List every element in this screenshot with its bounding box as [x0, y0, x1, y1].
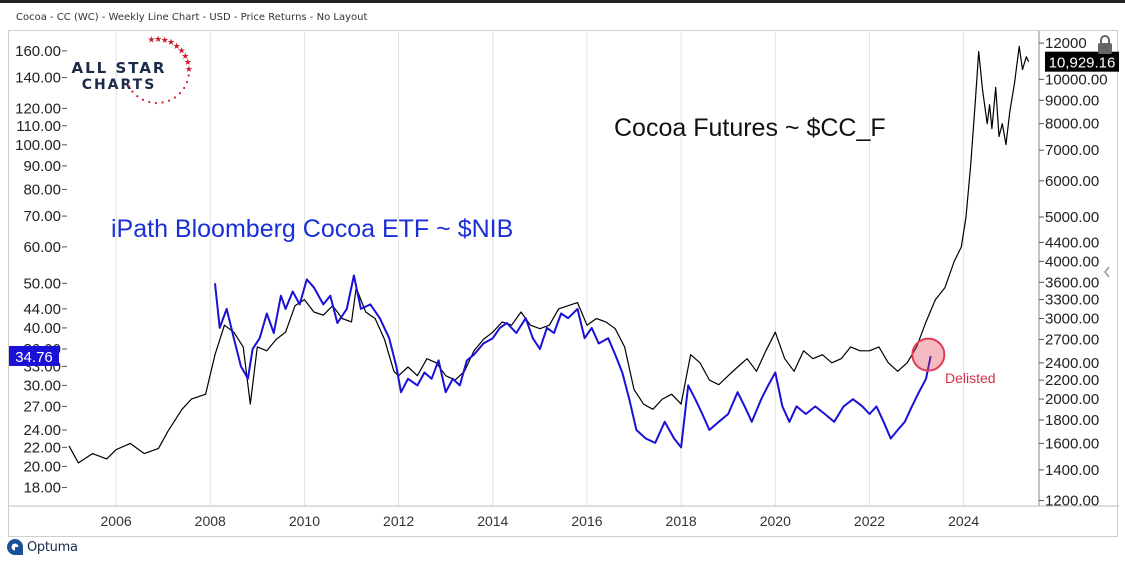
- window-header: Cocoa - CC (WC) - Weekly Line Chart - US…: [0, 0, 1125, 30]
- logo-star: [154, 101, 157, 105]
- x-tick-label: 2010: [289, 513, 320, 529]
- nib-etf-label: iPath Bloomberg Cocoa ETF ~ $NIB: [111, 215, 513, 243]
- right-tick-label: 2000.00: [1045, 391, 1099, 408]
- logo-star: [185, 80, 189, 84]
- right-tick-label: 9000.00: [1045, 92, 1099, 109]
- last-value-badge-left: [9, 345, 59, 366]
- right-tick-label: 10000.00: [1045, 71, 1108, 88]
- left-tick-label: 20.00: [23, 458, 61, 475]
- right-tick-label: 12000: [1045, 35, 1087, 52]
- right-tick-label: 5000.00: [1045, 209, 1099, 226]
- right-tick-label: 2400.00: [1045, 355, 1099, 372]
- x-tick-label: 2020: [760, 513, 791, 529]
- logo-star: [173, 96, 176, 99]
- left-tick-label: 50.00: [23, 275, 61, 292]
- left-tick-label: 60.00: [23, 239, 61, 256]
- x-tick-label: 2008: [195, 513, 226, 529]
- x-tick-label: 2016: [571, 513, 602, 529]
- last-value-badge-right: [1045, 51, 1119, 72]
- last-value-right-text: 10,929.16: [1049, 55, 1116, 72]
- all-star-charts-logo: ALL STAR CHARTS ★★★★★★★★★: [72, 34, 193, 105]
- left-tick-label: 140.00: [15, 70, 61, 87]
- right-tick-label: 1400.00: [1045, 462, 1099, 479]
- logo-star: ★: [154, 34, 162, 44]
- left-tick-label: 90.00: [23, 158, 61, 175]
- x-tick-label: 2006: [101, 513, 132, 529]
- left-axis: 18.0020.0022.0024.0027.0030.0033.0036.00…: [9, 43, 67, 496]
- logo-star: ★: [184, 57, 192, 67]
- logo-star: ★: [167, 37, 175, 47]
- logo-text-line2: CHARTS: [82, 77, 157, 93]
- star-ring-icon: ★★★★★★★★★: [127, 34, 193, 105]
- delisted-highlight-circle: [911, 337, 946, 372]
- footer: Optuma: [6, 536, 78, 558]
- left-tick-label: 100.00: [15, 137, 61, 154]
- annotations: Cocoa Futures ~ $CC_F iPath Bloomberg Coc…: [111, 114, 996, 386]
- cc-futures-label: Cocoa Futures ~ $CC_F: [614, 114, 886, 142]
- delisted-label: Delisted: [945, 370, 996, 386]
- left-tick-label: 40.00: [23, 320, 61, 337]
- x-grid: [115, 31, 965, 506]
- logo-star: [127, 84, 130, 88]
- right-tick-label: 7000.00: [1045, 142, 1099, 159]
- logo-star: [148, 100, 151, 104]
- logo-star: [141, 98, 145, 101]
- right-tick-label: 6000.00: [1045, 173, 1099, 190]
- logo-star: ★: [147, 34, 155, 44]
- right-tick-label: 1600.00: [1045, 435, 1099, 452]
- left-tick-label: 44.00: [23, 301, 61, 318]
- right-tick-label: 1200.00: [1045, 493, 1099, 510]
- logo-star: ★: [161, 35, 169, 45]
- right-tick-label: 4400.00: [1045, 234, 1099, 251]
- logo-star: ★: [173, 41, 181, 51]
- logo-star: [167, 99, 171, 102]
- x-tick-label: 2024: [948, 513, 979, 529]
- chart-window-title: Cocoa - CC (WC) - Weekly Line Chart - US…: [16, 12, 368, 23]
- logo-text-line1: ALL STAR: [72, 59, 167, 77]
- logo-star: ★: [177, 45, 185, 55]
- logo-star: [183, 86, 186, 90]
- left-tick-label: 22.00: [23, 439, 61, 456]
- logo-star: ★: [185, 64, 193, 74]
- left-tick-label: 27.00: [23, 398, 61, 415]
- right-tick-label: 2200.00: [1045, 372, 1099, 389]
- optuma-logo-icon: [7, 539, 23, 555]
- left-tick-label: 110.00: [16, 118, 61, 135]
- lock-icon[interactable]: [1098, 35, 1112, 54]
- right-tick-label: 3600.00: [1045, 274, 1099, 291]
- left-tick-label: 70.00: [23, 208, 61, 225]
- left-tick-label: 18.00: [23, 479, 61, 496]
- right-axis: 1200.00 1400.00 1600.00 1800.00 2000.00 2200.…: [1038, 31, 1119, 510]
- x-axis: 2006 2008 2010 2012 2014 2016 2018 2020 2022 2024: [9, 505, 1119, 529]
- logo-star: [136, 95, 139, 98]
- nib-series-line: [214, 274, 932, 449]
- right-tick-label: 3000.00: [1045, 311, 1099, 328]
- logo-star: [161, 101, 164, 104]
- left-tick-label: 80.00: [23, 181, 61, 198]
- logo-star: ★: [181, 51, 189, 61]
- logo-star: [131, 90, 134, 93]
- chart-area[interactable]: ALL STAR CHARTS ★ ★ ★ ★ ★ ★ ★ ★ ★ Cocoa Futures …: [8, 30, 1119, 538]
- x-tick-label: 2014: [477, 513, 508, 529]
- x-tick-label: 2022: [854, 513, 885, 529]
- right-tick-label: 3300.00: [1045, 292, 1099, 309]
- logo-star: [178, 92, 182, 95]
- cc-futures-series-line: [68, 45, 1030, 464]
- right-tick-label: 2700.00: [1045, 331, 1099, 348]
- left-tick-label: 160.00: [15, 43, 61, 60]
- series-layer: [68, 45, 1030, 464]
- scroll-handle-icon[interactable]: [1104, 266, 1110, 278]
- left-tick-label: 24.00: [23, 422, 61, 439]
- right-tick-label: 4000.00: [1045, 253, 1099, 270]
- x-tick-label: 2018: [666, 513, 697, 529]
- right-tick-label: 8000.00: [1045, 116, 1099, 133]
- cocoa-chart[interactable]: ALL STAR CHARTS ★★★★★★★★★ Cocoa Futures …: [9, 31, 1119, 538]
- optuma-brand: Optuma: [27, 539, 78, 555]
- last-value-left-text: 34.76: [15, 349, 53, 366]
- left-tick-label: 120.00: [15, 100, 61, 117]
- right-tick-label: 1800.00: [1045, 412, 1099, 429]
- left-tick-label: 30.00: [23, 377, 61, 394]
- logo-star: [187, 74, 190, 77]
- x-tick-label: 2012: [383, 513, 414, 529]
